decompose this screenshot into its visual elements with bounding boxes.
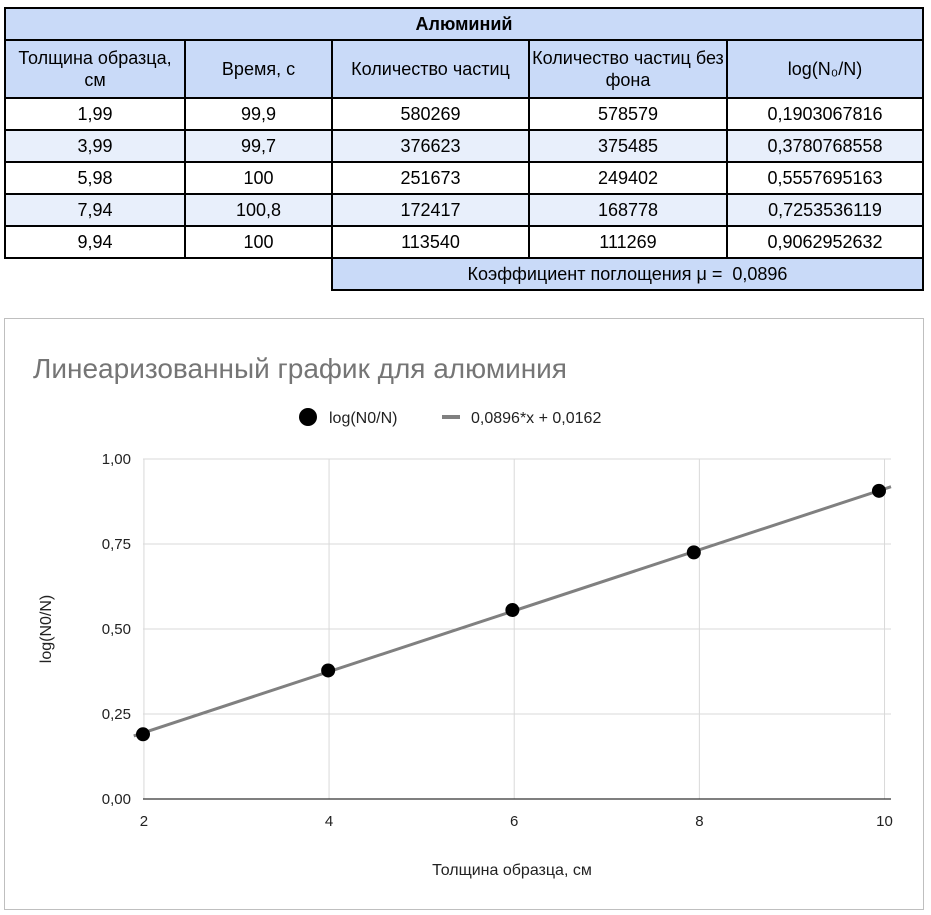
table-cell: 0,7253536119 [726, 193, 924, 227]
absorption-coefficient: Коэффициент поглощения μ = 0,0896 [331, 257, 924, 291]
y-tick-label: 1,00 [102, 451, 131, 468]
x-axis-label: Толщина образца, см [432, 862, 592, 879]
y-tick-label: 0,50 [102, 621, 131, 638]
chart: Линеаризованный график для алюминия log(… [4, 318, 924, 910]
coefficient-value: 0,0896 [732, 264, 788, 284]
table-cell: 0,5557695163 [726, 161, 924, 195]
column-header-log-ratio: log(N₀/N) [726, 39, 924, 99]
table-row: 3,99 99,7 376623 375485 0,3780768558 [4, 129, 924, 163]
table-cell: 578579 [528, 97, 728, 131]
table-row: 7,94 100,8 172417 168778 0,7253536119 [4, 193, 924, 227]
x-tick-label: 8 [695, 813, 703, 830]
column-header-time: Время, с [184, 39, 333, 99]
y-tick-label: 0,25 [102, 706, 131, 723]
table-cell: 100,8 [184, 193, 333, 227]
table-cell: 100 [184, 225, 333, 259]
data-point [321, 663, 336, 678]
data-table: Алюминий Толщина образца, см Время, с Ко… [4, 7, 924, 291]
table-cell: 1,99 [4, 97, 186, 131]
data-point [871, 483, 886, 498]
grid [143, 458, 891, 799]
coefficient-label: Коэффициент поглощения μ = [467, 264, 723, 284]
table-row: 5,98 100 251673 249402 0,5557695163 [4, 161, 924, 195]
legend-marker-points [299, 408, 317, 426]
x-tick-label: 4 [325, 813, 333, 830]
legend-label-points: log(N0/N) [329, 410, 397, 427]
table-cell: 375485 [528, 129, 728, 163]
data-point [505, 603, 520, 618]
legend: log(N0/N) 0,0896*x + 0,0162 [299, 408, 601, 427]
column-header-count-no-background: Количество частиц без фона [528, 39, 728, 99]
table-cell: 0,1903067816 [726, 97, 924, 131]
table-cell: 376623 [331, 129, 530, 163]
table-cell: 3,99 [4, 129, 186, 163]
table-cell: 113540 [331, 225, 530, 259]
table-cell: 580269 [331, 97, 530, 131]
table-cell: 7,94 [4, 193, 186, 227]
y-tick-label: 0,75 [102, 536, 131, 553]
table-cell: 100 [184, 161, 333, 195]
data-points [136, 483, 886, 742]
column-header-thickness: Толщина образца, см [4, 39, 186, 99]
table-cell: 172417 [331, 193, 530, 227]
data-point [686, 545, 701, 560]
y-axis-label: log(N0/N) [38, 595, 55, 663]
table-cell: 9,94 [4, 225, 186, 259]
x-tick-label: 2 [140, 813, 148, 830]
table-cell: 249402 [528, 161, 728, 195]
data-point [136, 727, 150, 742]
table-title: Алюминий [4, 7, 924, 41]
table-row: 1,99 99,9 580269 578579 0,1903067816 [4, 97, 924, 131]
chart-canvas: Линеаризованный график для алюминия log(… [33, 353, 893, 879]
table-row: 9,94 100 113540 111269 0,9062952632 [4, 225, 924, 259]
y-tick-label: 0,00 [102, 791, 131, 808]
x-tick-label: 6 [510, 813, 518, 830]
blank-cell [5, 258, 332, 290]
chart-title: Линеаризованный график для алюминия [33, 353, 567, 384]
table-cell: 99,7 [184, 129, 333, 163]
table-cell: 168778 [528, 193, 728, 227]
column-header-count: Количество частиц [331, 39, 530, 99]
table-cell: 251673 [331, 161, 530, 195]
tick-labels: 0,00 0,25 0,50 0,75 1,00 2 4 6 8 10 [102, 451, 893, 830]
table-cell: 99,9 [184, 97, 333, 131]
table-cell: 111269 [528, 225, 728, 259]
legend-label-trendline: 0,0896*x + 0,0162 [471, 410, 601, 427]
table-cell: 0,3780768558 [726, 129, 924, 163]
table-cell: 5,98 [4, 161, 186, 195]
table-cell: 0,9062952632 [726, 225, 924, 259]
x-tick-label: 10 [876, 813, 893, 830]
